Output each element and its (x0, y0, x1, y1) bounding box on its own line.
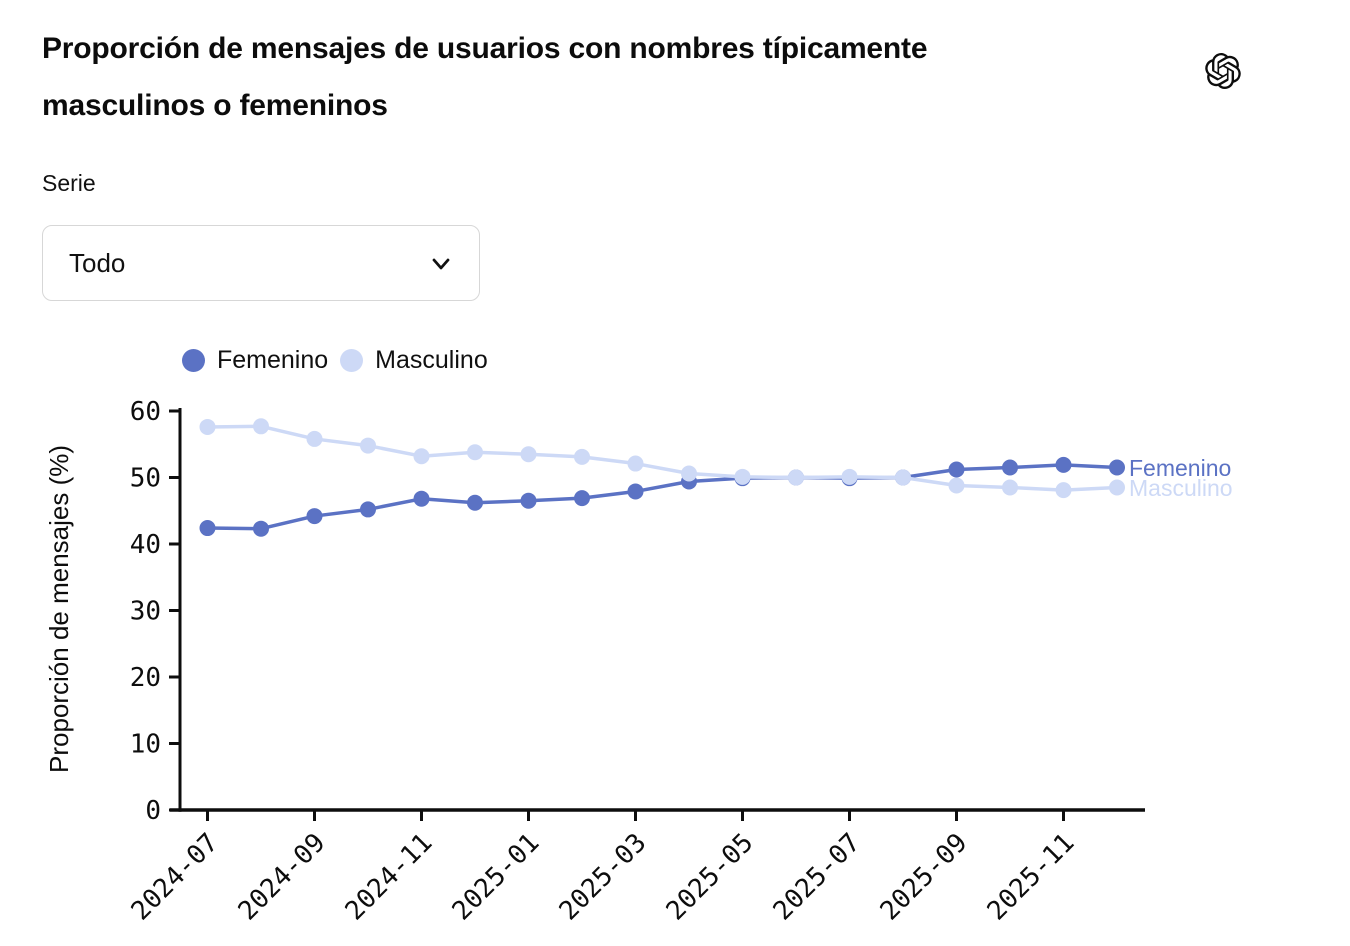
data-point (413, 448, 430, 465)
end-label-femenino: Femenino (1129, 455, 1231, 481)
x-tick-labels: 2024-07 2024-09 2024-11 2025-01 2025-03 2025-… (126, 810, 1081, 927)
data-point (306, 430, 323, 447)
data-point (253, 520, 269, 537)
y-tick-labels: 0 10 20 30 40 50 60 (130, 397, 180, 826)
svg-text:2024-09: 2024-09 (233, 828, 332, 927)
data-point (734, 468, 751, 485)
end-label-masculino: Masculino (1129, 475, 1233, 501)
data-point (199, 520, 216, 537)
svg-text:50: 50 (130, 464, 161, 494)
chevron-down-icon (432, 258, 450, 270)
data-point (199, 418, 216, 435)
svg-text:60: 60 (130, 397, 161, 427)
svg-text:2024-11: 2024-11 (340, 828, 439, 927)
femenino-swatch-icon (182, 349, 205, 372)
data-point (253, 418, 269, 435)
svg-text:10: 10 (130, 730, 161, 760)
data-point (360, 501, 376, 518)
svg-text:2024-07: 2024-07 (126, 828, 225, 927)
series-masculino (199, 418, 1125, 499)
data-point (627, 483, 644, 500)
data-point (520, 492, 537, 509)
svg-text:2025-01: 2025-01 (447, 828, 546, 927)
legend-label-femenino: Femenino (217, 346, 329, 374)
data-point (948, 477, 965, 494)
y-axis-title: Proporción de mensajes (%) (44, 445, 74, 773)
data-point (1002, 479, 1018, 496)
page-title: Proporción de mensajes de usuarios con n… (42, 32, 928, 122)
legend-label-masculino: Masculino (375, 346, 488, 374)
data-point (1109, 459, 1125, 476)
svg-text:2025-07: 2025-07 (768, 828, 867, 927)
openai-logo-icon (1205, 53, 1241, 89)
chart-legend: Femenino Masculino (182, 346, 488, 375)
svg-text:2025-11: 2025-11 (982, 828, 1081, 927)
data-point (1002, 459, 1018, 476)
data-point (574, 448, 590, 465)
series-selector-label: Serie (42, 170, 96, 196)
svg-text:20: 20 (130, 663, 161, 693)
data-point (841, 468, 858, 485)
svg-text:2025-03: 2025-03 (554, 828, 653, 927)
data-point (1109, 479, 1125, 496)
data-point (360, 437, 376, 454)
legend-item-femenino: Femenino (182, 346, 328, 375)
data-point (467, 444, 483, 461)
data-point (681, 465, 697, 482)
data-point (1055, 456, 1072, 473)
legend-item-masculino: Masculino (340, 346, 488, 375)
data-point (413, 490, 430, 507)
data-point (1055, 482, 1072, 499)
data-point (306, 508, 323, 525)
data-point (574, 490, 590, 507)
svg-text:2025-05: 2025-05 (661, 828, 760, 927)
data-point (467, 494, 483, 511)
svg-text:2025-09: 2025-09 (875, 828, 974, 927)
series-dropdown-value: Todo (69, 247, 126, 278)
data-point (948, 461, 965, 478)
svg-text:0: 0 (145, 796, 161, 826)
data-point (627, 455, 644, 472)
series-dropdown[interactable]: Todo (42, 225, 480, 301)
data-point (895, 469, 911, 486)
svg-text:30: 30 (130, 597, 161, 627)
data-point (520, 446, 537, 463)
masculino-swatch-icon (340, 349, 364, 372)
data-point (788, 469, 804, 486)
svg-text:40: 40 (130, 530, 161, 560)
